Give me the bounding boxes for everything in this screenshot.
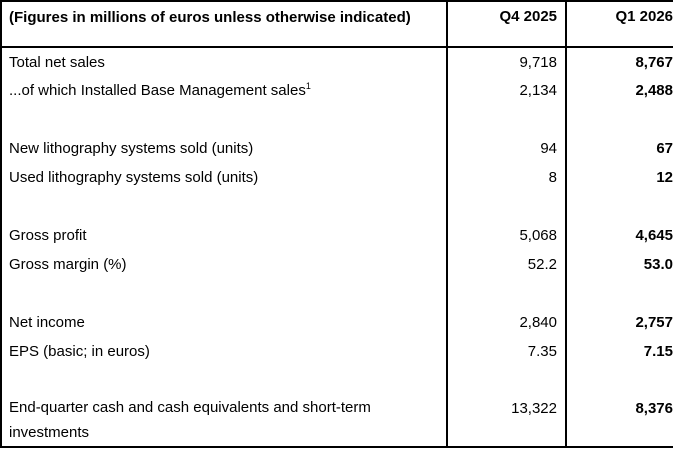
- empty-cell: [447, 192, 567, 221]
- row-label: Gross profit: [1, 221, 448, 250]
- q4-2025-value: 52.2: [447, 250, 567, 279]
- empty-cell: [566, 105, 673, 134]
- row-label: Gross margin (%): [1, 250, 448, 279]
- q1-2026-value: 67: [656, 140, 673, 157]
- empty-cell: [447, 279, 567, 308]
- q4-2025-value: 9,718: [447, 47, 567, 76]
- q4-2025-value: 2,840: [447, 308, 567, 337]
- row-label: EPS (basic; in euros): [1, 337, 448, 366]
- header-units-note: (Figures in millions of euros unless oth…: [1, 1, 448, 48]
- q1-2026-value: 8,376: [635, 400, 673, 417]
- table-row: Gross profit 5,068 4,645: [1, 221, 673, 250]
- q4-2025-value: 5,068: [447, 221, 567, 250]
- empty-cell: [447, 366, 567, 395]
- row-label: Used lithography systems sold (units): [1, 163, 448, 192]
- table-row: Gross margin (%) 52.2 53.0: [1, 250, 673, 279]
- footnote-marker: 1: [305, 81, 311, 91]
- header-row: (Figures in millions of euros unless oth…: [1, 1, 673, 48]
- row-label: Net income: [1, 308, 448, 337]
- header-units-note-text: (Figures in millions of euros unless oth…: [9, 9, 411, 26]
- table-row: End-quarter cash and cash equivalents an…: [1, 395, 673, 447]
- table-row: Used lithography systems sold (units) 8 12: [1, 163, 673, 192]
- empty-cell: [566, 192, 673, 221]
- empty-cell: [566, 279, 673, 308]
- header-col-q1-2026: Q1 2026: [566, 1, 673, 48]
- q4-2025-value: 8: [447, 163, 567, 192]
- q4-2025-value: 94: [447, 134, 567, 163]
- q4-2025-value: 13,322: [447, 395, 567, 447]
- row-label: New lithography systems sold (units): [1, 134, 448, 163]
- q1-2026-value: 2,488: [635, 82, 673, 99]
- row-label: ...of which Installed Base Management sa…: [1, 76, 448, 105]
- empty-cell: [1, 366, 448, 395]
- q1-2026-value: 53.0: [643, 256, 673, 273]
- spacer-row: [1, 105, 673, 134]
- q1-2026-value: 2,757: [635, 314, 673, 331]
- table-row: Net income 2,840 2,757: [1, 308, 673, 337]
- table-row: Total net sales 9,718 8,767: [1, 47, 673, 76]
- q4-2025-value: 7.35: [447, 337, 567, 366]
- q1-2026-value: 4,645: [635, 227, 673, 244]
- spacer-row: [1, 366, 673, 395]
- q1-2026-value: 7.15: [643, 343, 673, 360]
- empty-cell: [1, 279, 448, 308]
- header-col-q4-2025: Q4 2025: [447, 1, 567, 48]
- empty-cell: [447, 105, 567, 134]
- table-body: Total net sales 9,718 8,767 ...of which Ins…: [1, 47, 673, 447]
- spacer-row: [1, 279, 673, 308]
- table-row: ...of which Installed Base Management sa…: [1, 76, 673, 105]
- empty-cell: [1, 105, 448, 134]
- q1-2026-value: 8,767: [635, 53, 673, 71]
- spacer-row: [1, 192, 673, 221]
- q4-2025-value: 2,134: [447, 76, 567, 105]
- row-label: Total net sales: [1, 47, 448, 76]
- table-row: EPS (basic; in euros) 7.35 7.15: [1, 337, 673, 366]
- empty-cell: [566, 366, 673, 395]
- row-label: End-quarter cash and cash equivalents an…: [1, 395, 448, 447]
- empty-cell: [1, 192, 448, 221]
- q1-2026-value: 12: [656, 169, 673, 186]
- table-row: New lithography systems sold (units) 94 67: [1, 134, 673, 163]
